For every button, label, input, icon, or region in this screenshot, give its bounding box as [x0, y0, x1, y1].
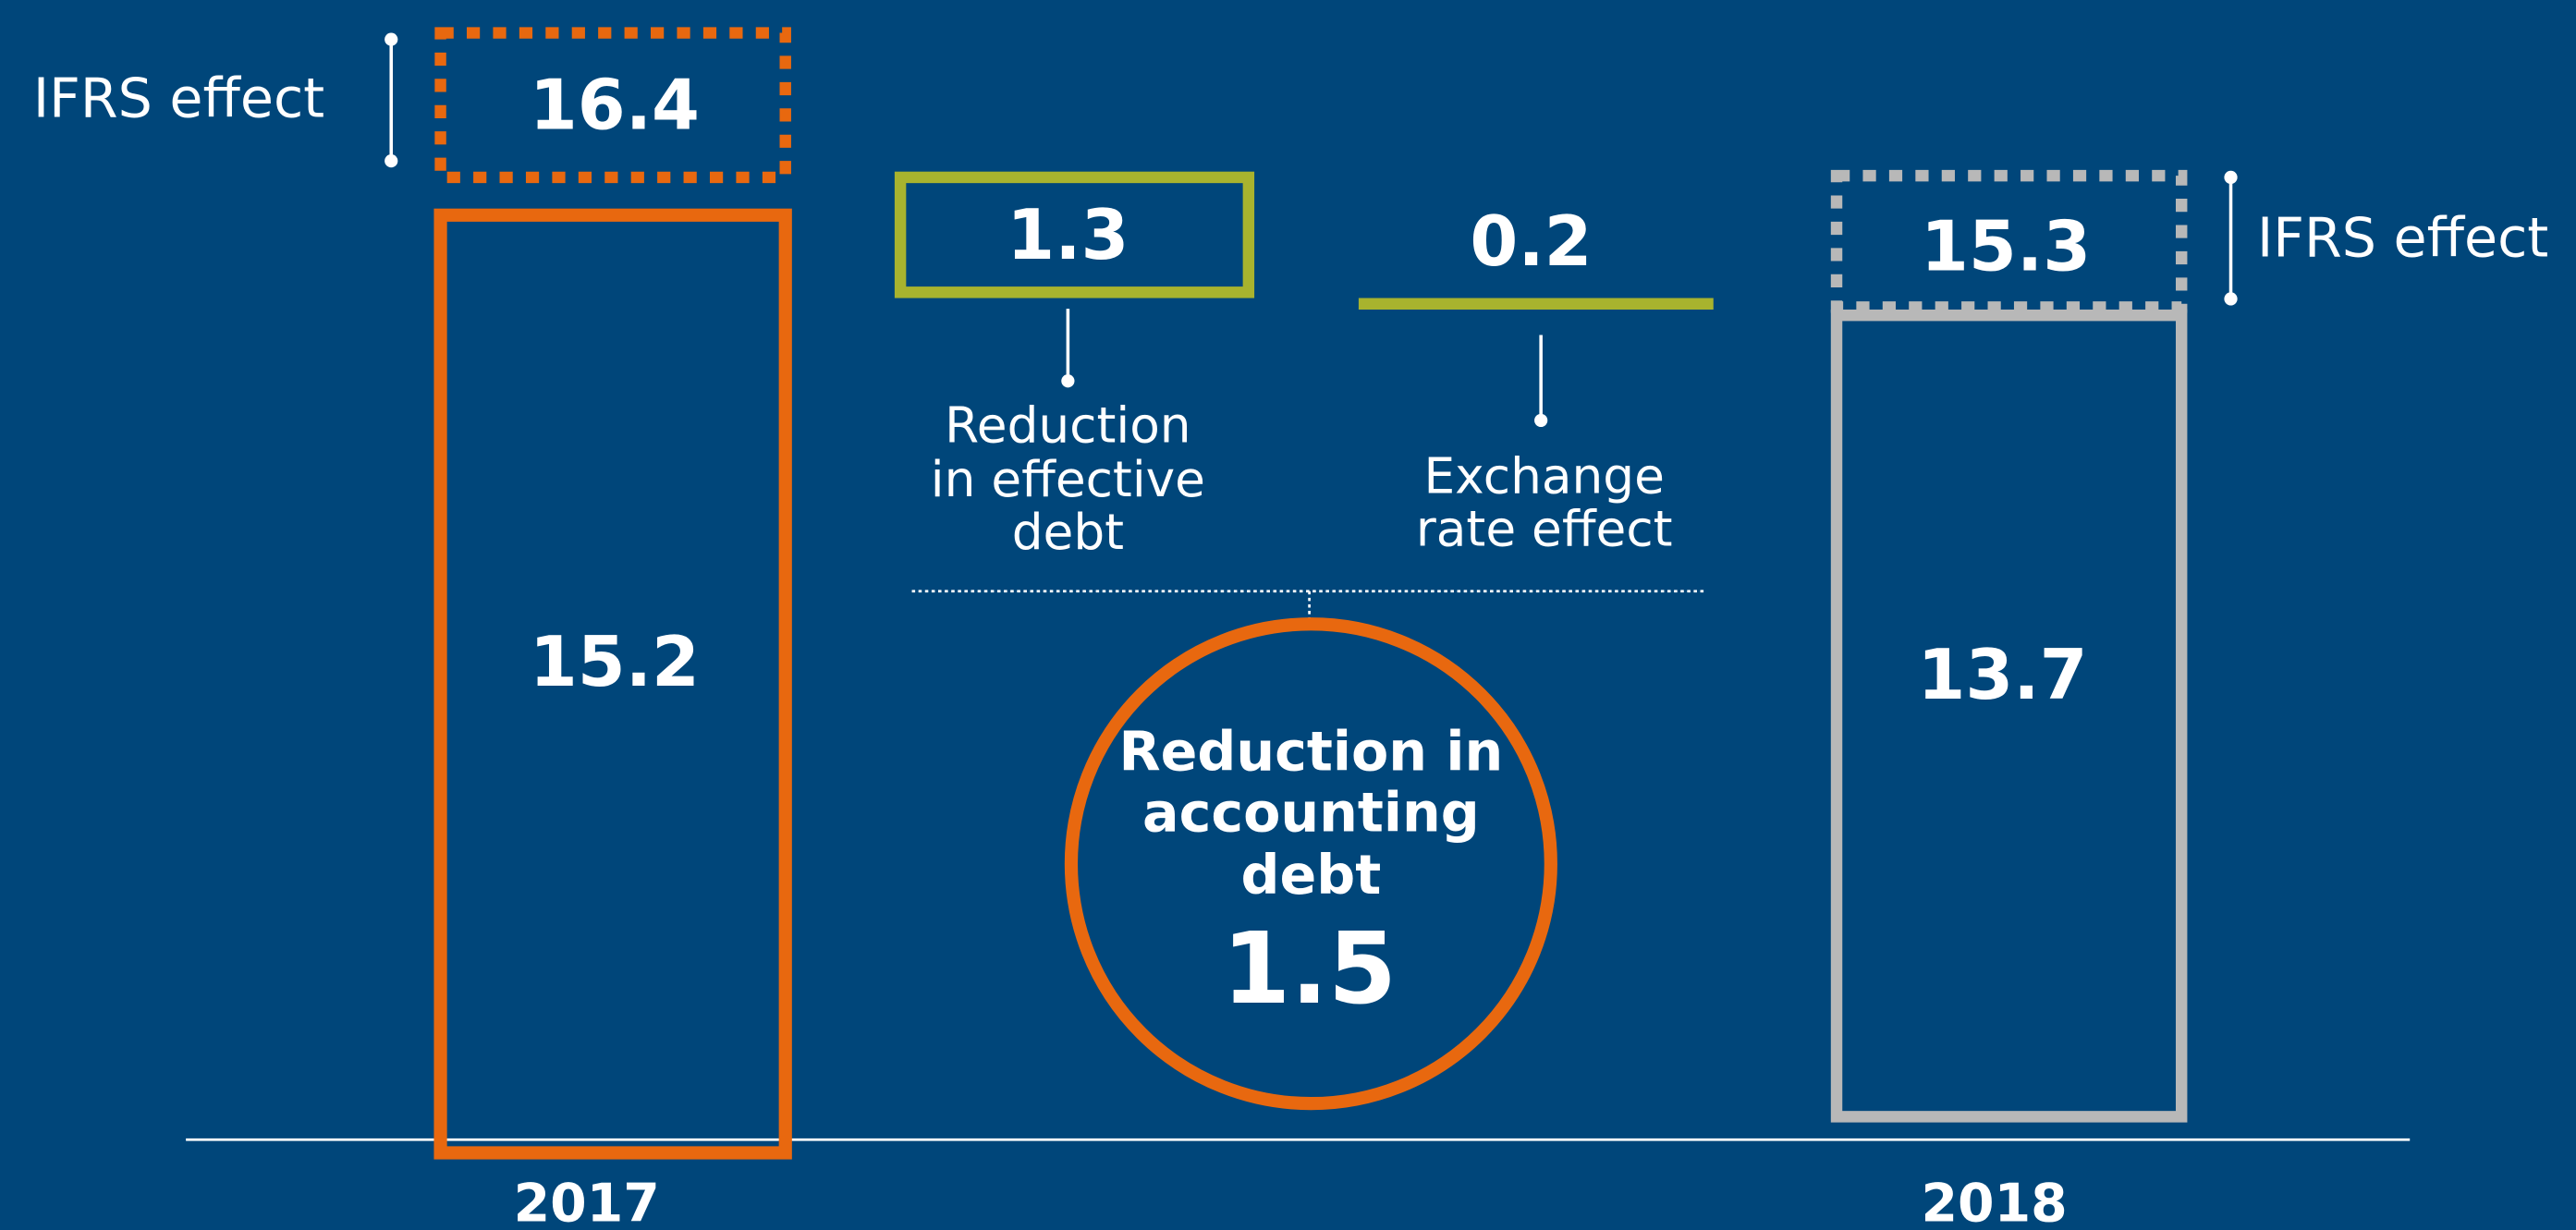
- effect-label: rate effect: [1416, 500, 1673, 557]
- total-label: accounting: [1142, 781, 1480, 844]
- total-label: Reduction in: [1119, 721, 1504, 784]
- connector-dot: [1061, 374, 1075, 388]
- bracket-dot: [2224, 292, 2238, 306]
- ifrs-box: [434, 27, 791, 184]
- effect-value: 1.3: [1007, 195, 1129, 275]
- effect-label: Reduction: [945, 396, 1190, 454]
- year-label: 2017: [514, 1174, 660, 1230]
- ifrs-value: 16.4: [530, 66, 700, 146]
- bracket-dot: [385, 154, 398, 168]
- connector-dot: [1534, 413, 1548, 428]
- ifrs-label: IFRS effect: [33, 67, 324, 129]
- total-value: 1.5: [1222, 912, 1397, 1027]
- bar-value: 15.2: [530, 622, 700, 702]
- bar-value: 13.7: [1917, 635, 2087, 715]
- ifrs-label: IFRS effect: [2257, 206, 2548, 269]
- bracket-dot: [2224, 170, 2238, 185]
- bar: [433, 208, 792, 1160]
- total-circle: [1064, 617, 1557, 1111]
- bracket-dot: [385, 32, 398, 46]
- effect-label: Exchange: [1424, 448, 1665, 505]
- effect-label: debt: [1012, 504, 1124, 561]
- effect-label: in effective: [931, 451, 1205, 508]
- effect-box: [894, 171, 1255, 298]
- ifrs-value: 15.3: [1921, 206, 2091, 286]
- effect-value: 0.2: [1470, 201, 1592, 282]
- bar: [1830, 309, 2188, 1123]
- total-label: debt: [1241, 844, 1382, 907]
- year-label: 2018: [1921, 1174, 2067, 1230]
